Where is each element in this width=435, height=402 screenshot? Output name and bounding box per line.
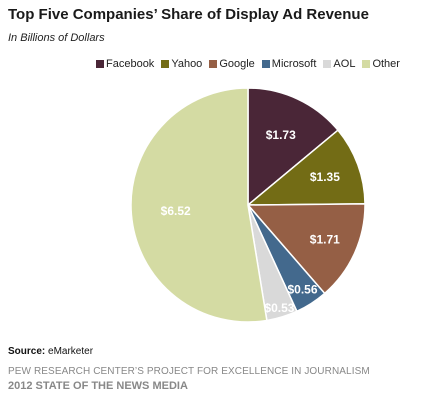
- legend-swatch: [323, 60, 332, 68]
- legend-label: Microsoft: [271, 58, 317, 70]
- source-text: eMarketer: [48, 346, 94, 357]
- data-label-facebook: $1.73: [266, 128, 296, 142]
- legend-item-facebook: Facebook: [96, 58, 154, 70]
- legend-swatch: [96, 60, 104, 68]
- chart-title: Top Five Companies’ Share of Display Ad …: [8, 6, 369, 23]
- pie-slice-google: [246, 203, 366, 295]
- source-label: Source:: [8, 346, 46, 357]
- legend-swatch: [161, 60, 170, 68]
- legend-label: Facebook: [106, 58, 155, 70]
- source-note: Source: eMarketer: [8, 346, 93, 357]
- legend-item-yahoo: Yahoo: [161, 58, 202, 70]
- legend-item-microsoft: Microsoft: [261, 58, 317, 70]
- data-label-google: $1.71: [310, 233, 340, 247]
- pie-slice-yahoo: [245, 129, 366, 206]
- footer-organization: PEW RESEARCH CENTER’S PROJECT FOR EXCELL…: [8, 366, 370, 377]
- data-label-yahoo: $1.35: [310, 170, 340, 184]
- chart-legend: Facebook Yahoo Google Microsoft AOL Other: [96, 58, 407, 70]
- legend-swatch: [209, 60, 218, 68]
- legend-item-aol: AOL: [323, 58, 355, 70]
- legend-item-other: Other: [362, 58, 400, 70]
- legend-label: Yahoo: [171, 58, 203, 70]
- legend-label: Google: [219, 58, 255, 70]
- pie-slice-other: [130, 87, 268, 323]
- chart-subtitle: In Billions of Dollars: [8, 32, 105, 44]
- legend-swatch: [261, 60, 270, 68]
- legend-swatch: [362, 60, 371, 68]
- data-label-other: $6.52: [161, 204, 191, 218]
- data-label-microsoft: $0.56: [288, 283, 318, 297]
- legend-label: AOL: [333, 58, 356, 70]
- pie-slice-facebook: [247, 87, 339, 207]
- legend-label: Other: [372, 58, 400, 70]
- legend-item-google: Google: [209, 58, 255, 70]
- footer-report: 2012 STATE OF THE NEWS MEDIA: [8, 380, 188, 392]
- data-label-aol: $0.53: [264, 301, 294, 315]
